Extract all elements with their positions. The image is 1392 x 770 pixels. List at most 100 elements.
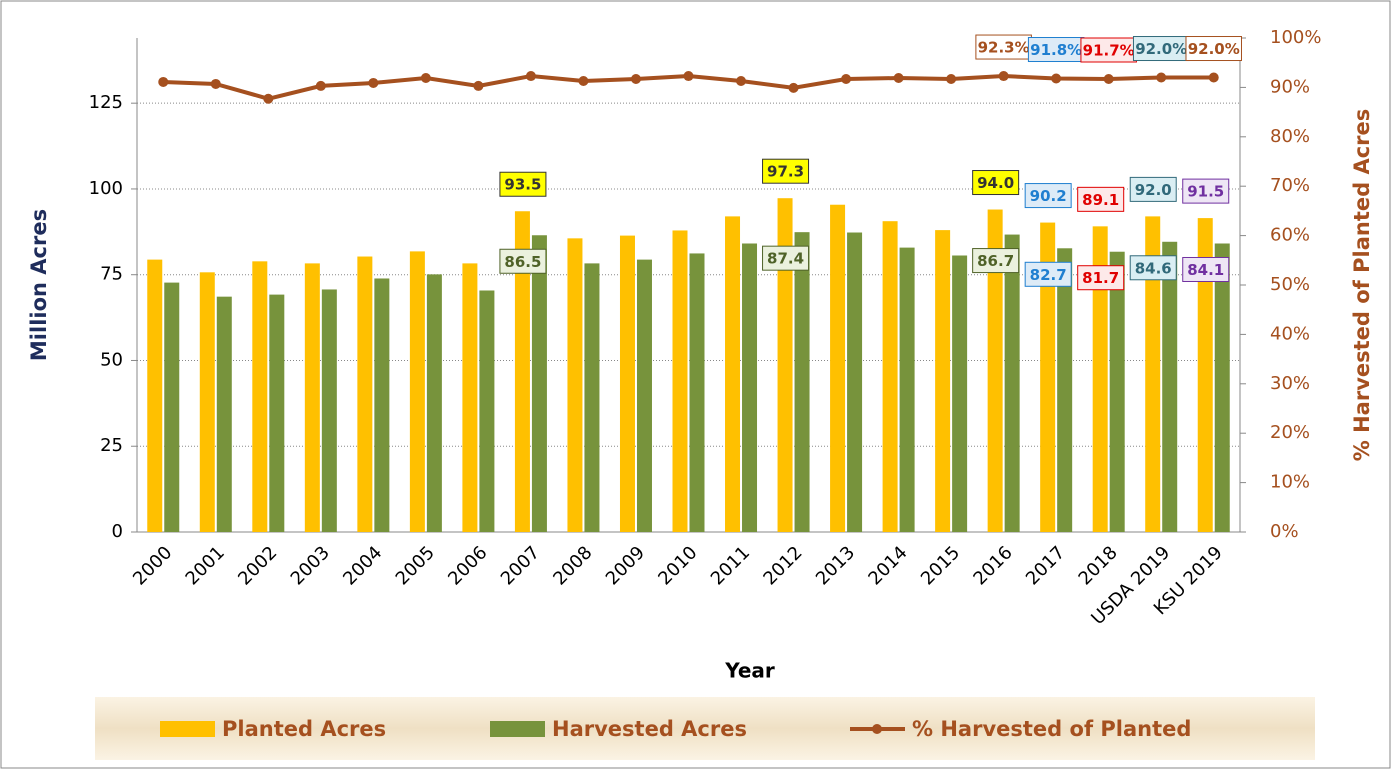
- legend-label: Planted Acres: [222, 717, 386, 741]
- data-label: 92.0%: [1135, 40, 1187, 58]
- bar: [672, 230, 688, 532]
- y2-tick-label: 20%: [1270, 422, 1310, 443]
- bar: [252, 261, 268, 532]
- data-label: 84.1: [1187, 261, 1224, 279]
- bar: [987, 209, 1003, 532]
- line-point: [158, 76, 169, 87]
- data-label: 86.7: [977, 252, 1014, 270]
- data-label-box: [972, 170, 1020, 196]
- bar: [514, 211, 530, 533]
- data-label: 84.6: [1135, 259, 1172, 277]
- data-label: 81.7: [1082, 269, 1119, 287]
- data-label-box: [1129, 255, 1177, 281]
- line-point: [1103, 74, 1114, 85]
- data-label: 86.5: [504, 253, 541, 271]
- data-label-box: [1024, 261, 1072, 287]
- line-point: [788, 82, 799, 93]
- data-label: 91.7%: [1083, 42, 1135, 60]
- y2-tick-label: 0%: [1270, 521, 1299, 542]
- bar: [830, 204, 846, 532]
- bar: [935, 230, 951, 532]
- bar: [777, 198, 793, 532]
- line-point: [998, 71, 1009, 82]
- bar: [426, 274, 442, 532]
- bar: [374, 278, 390, 532]
- bar: [619, 235, 635, 532]
- line-point: [630, 74, 641, 85]
- data-label: 91.5: [1187, 183, 1224, 201]
- bar: [952, 255, 968, 532]
- y2-tick-label: 10%: [1270, 472, 1310, 493]
- bar: [689, 253, 705, 532]
- bar: [899, 247, 915, 533]
- line-point: [1156, 72, 1167, 83]
- bar: [409, 251, 425, 532]
- data-label: 87.4: [767, 250, 804, 268]
- bar: [1040, 222, 1056, 532]
- y2-tick-label: 70%: [1270, 175, 1310, 196]
- line-point: [946, 74, 957, 85]
- y-tick-label: 25: [100, 435, 123, 456]
- data-label-box: [1077, 186, 1125, 212]
- bar: [531, 235, 547, 532]
- data-label-box: [1182, 256, 1230, 282]
- line-point: [683, 71, 694, 82]
- line-point: [841, 74, 852, 85]
- data-label-box: [975, 34, 1032, 60]
- line-point: [578, 75, 589, 86]
- legend-label: % Harvested of Planted: [912, 717, 1191, 741]
- legend-swatch: [160, 721, 215, 737]
- bar: [1004, 234, 1020, 532]
- data-label-box: [762, 245, 810, 271]
- bar: [584, 263, 600, 532]
- bar: [1109, 251, 1125, 532]
- bar: [1162, 241, 1178, 532]
- bar: [199, 272, 215, 532]
- data-label: 92.0%: [1188, 40, 1240, 58]
- line-point: [263, 93, 274, 104]
- y2-tick-label: 30%: [1270, 373, 1310, 394]
- bar: [847, 232, 863, 532]
- data-label: 89.1: [1082, 191, 1119, 209]
- data-label-box: [972, 248, 1020, 274]
- bar: [636, 259, 652, 532]
- data-label-box: [1129, 176, 1177, 202]
- legend-swatch: [490, 721, 545, 737]
- y2-tick-label: 60%: [1270, 225, 1310, 246]
- x-axis-title: Year: [724, 659, 775, 683]
- y2-tick-label: 80%: [1270, 126, 1310, 147]
- data-label: 94.0: [977, 174, 1014, 192]
- y-tick-label: 100: [89, 178, 123, 199]
- bar: [269, 294, 285, 532]
- data-label: 91.8%: [1030, 41, 1082, 59]
- y2-tick-label: 90%: [1270, 76, 1310, 97]
- legend-swatch: [872, 724, 882, 734]
- y-axis-title: Million Acres: [27, 209, 51, 361]
- data-label: 97.3: [767, 163, 804, 181]
- bar: [794, 232, 810, 533]
- data-label-box: [499, 171, 547, 197]
- line-point: [525, 71, 536, 82]
- bar: [567, 238, 583, 532]
- legend-box: [95, 697, 1315, 760]
- data-label-box: [762, 158, 810, 184]
- line-point: [315, 80, 326, 91]
- bar: [357, 256, 373, 532]
- y-tick-label: 50: [100, 349, 123, 370]
- data-label: 82.7: [1030, 266, 1067, 284]
- data-label-box: [1185, 36, 1242, 62]
- bar: [725, 216, 741, 532]
- bar: [1057, 248, 1073, 532]
- bar: [882, 221, 898, 533]
- bar: [479, 290, 495, 532]
- bar: [462, 263, 478, 532]
- bar: [147, 259, 163, 532]
- bar: [1092, 226, 1108, 532]
- line-point: [473, 80, 484, 91]
- bar: [1145, 216, 1161, 532]
- y-tick-label: 75: [100, 264, 123, 285]
- line-point: [368, 77, 379, 88]
- y2-tick-label: 100%: [1270, 27, 1321, 48]
- y2-tick-label: 50%: [1270, 274, 1310, 295]
